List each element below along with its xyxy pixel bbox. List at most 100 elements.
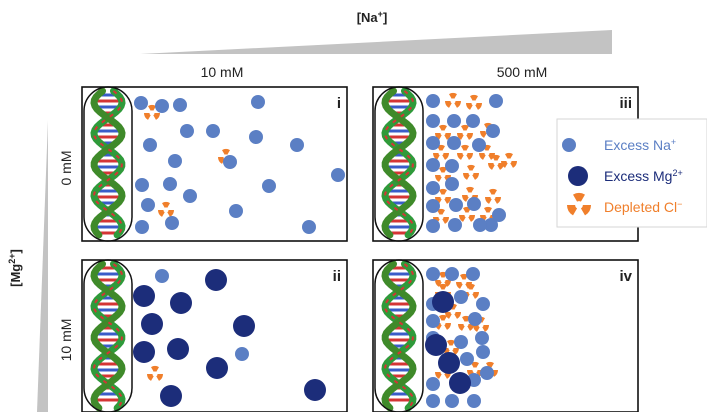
cl-hole-blade bbox=[449, 92, 457, 99]
na-ion bbox=[206, 124, 220, 138]
mg-ion bbox=[133, 341, 155, 363]
na-ion bbox=[449, 198, 463, 212]
na-ion bbox=[426, 394, 440, 408]
panel-ii-label: ii bbox=[333, 268, 341, 285]
cl-hole-blade bbox=[162, 201, 170, 208]
cl-hole-blade bbox=[439, 188, 447, 195]
cl-hole-blade bbox=[485, 197, 492, 204]
cl-hole-blade bbox=[167, 210, 174, 217]
row-label-mg-0: 0 mM bbox=[58, 151, 74, 186]
na-ion bbox=[484, 218, 498, 232]
legend-na-text: Excess Na+ bbox=[604, 137, 676, 153]
na-ion bbox=[251, 95, 265, 109]
legend-cl-text: Depleted Cl− bbox=[604, 199, 682, 215]
panel-ii: ii bbox=[81, 259, 348, 412]
cl-hole-blade bbox=[480, 131, 487, 138]
mg-ion bbox=[425, 334, 447, 356]
dna-strand-highlight bbox=[92, 90, 124, 236]
cl-hole-blade bbox=[444, 197, 451, 204]
cl-hole-blade bbox=[462, 315, 470, 322]
na-ion bbox=[249, 130, 263, 144]
cl-hole-blade bbox=[461, 144, 469, 151]
cl-hole-blade bbox=[144, 113, 151, 120]
cl-hole-blade bbox=[472, 292, 479, 299]
cl-hole bbox=[435, 271, 451, 287]
cl-hole-blade bbox=[463, 173, 470, 180]
cl-hole-blade bbox=[501, 161, 508, 168]
cl-hole-blade bbox=[151, 365, 159, 372]
na-ion bbox=[480, 366, 494, 380]
na-ion bbox=[143, 138, 157, 152]
cl-hole bbox=[435, 188, 451, 204]
na-ion bbox=[235, 347, 249, 361]
mg-ion bbox=[167, 338, 189, 360]
na-ion bbox=[467, 394, 481, 408]
panel-i-frame bbox=[81, 86, 348, 242]
cl-hole bbox=[147, 365, 163, 381]
na-ion bbox=[141, 198, 155, 212]
cl-hole-blade bbox=[442, 217, 449, 224]
cl-hole-blade bbox=[475, 103, 482, 110]
row-label-mg-10: 10 mM bbox=[58, 319, 74, 362]
na-ion bbox=[486, 124, 500, 138]
na-ion bbox=[134, 96, 148, 110]
mg-ion bbox=[160, 385, 182, 407]
cl-hole-blade bbox=[459, 215, 466, 222]
cl-hole-blade bbox=[492, 154, 500, 161]
dna-backbone-strand-2 bbox=[90, 260, 126, 412]
cl-hole-blade bbox=[445, 101, 452, 108]
cl-hole-blade bbox=[153, 113, 160, 120]
cl-hole-blade bbox=[435, 372, 442, 379]
cl-hole-blade bbox=[489, 188, 497, 195]
legend-cl-symbol bbox=[567, 193, 591, 216]
cl-hole-blade bbox=[444, 323, 451, 330]
cl-hole-blade bbox=[435, 133, 442, 140]
na-ion bbox=[290, 138, 304, 152]
dna-helix bbox=[374, 86, 424, 242]
na-ion bbox=[448, 218, 462, 232]
na-ion bbox=[135, 178, 149, 192]
mg-ion bbox=[449, 372, 471, 394]
cl-hole-blade bbox=[484, 206, 492, 213]
na-ion bbox=[476, 297, 490, 311]
na-ion bbox=[426, 94, 440, 108]
panel-i: i bbox=[81, 86, 348, 242]
cl-hole-blade bbox=[460, 273, 468, 280]
cl-hole-blade bbox=[467, 370, 474, 377]
cl-hole-blade bbox=[494, 197, 501, 204]
dna-strand-highlight bbox=[383, 263, 415, 409]
cl-hole-blade bbox=[457, 153, 464, 160]
na-ion bbox=[426, 199, 440, 213]
cl-hole bbox=[443, 339, 459, 355]
cl-hole-blade bbox=[473, 325, 480, 332]
cl-hole-blade bbox=[472, 173, 479, 180]
na-ion bbox=[454, 290, 468, 304]
cl-hole bbox=[462, 186, 478, 202]
column-label-na-500: 500 mM bbox=[497, 64, 548, 80]
na-ion bbox=[445, 267, 459, 281]
mg-ion bbox=[438, 352, 460, 374]
cl-hole-blade bbox=[467, 164, 475, 171]
mg-ion bbox=[205, 269, 227, 291]
cl-hole bbox=[466, 94, 482, 110]
cl-hole bbox=[435, 166, 451, 182]
dna-cylinder-outline bbox=[83, 86, 133, 242]
cl-hole-blade bbox=[222, 148, 230, 155]
column-label-na-10: 10 mM bbox=[201, 64, 244, 80]
cl-hole-blade bbox=[444, 175, 451, 182]
mg-ion bbox=[141, 313, 163, 335]
na-ion bbox=[426, 219, 440, 233]
cl-hole bbox=[457, 124, 473, 140]
cl-hole bbox=[158, 201, 174, 217]
panel-iv-label: iv bbox=[619, 268, 632, 285]
mg-ion bbox=[233, 315, 255, 337]
na-ion bbox=[135, 220, 149, 234]
cl-hole-blade bbox=[439, 271, 447, 278]
na-ion bbox=[468, 312, 482, 326]
cl-hole-blade bbox=[466, 153, 473, 160]
na-ion bbox=[445, 159, 459, 173]
cl-hole-blade bbox=[461, 124, 469, 131]
na-ion bbox=[426, 267, 440, 281]
legend: Excess Na+ Excess Mg2+ Depleted Cl− bbox=[556, 118, 707, 228]
